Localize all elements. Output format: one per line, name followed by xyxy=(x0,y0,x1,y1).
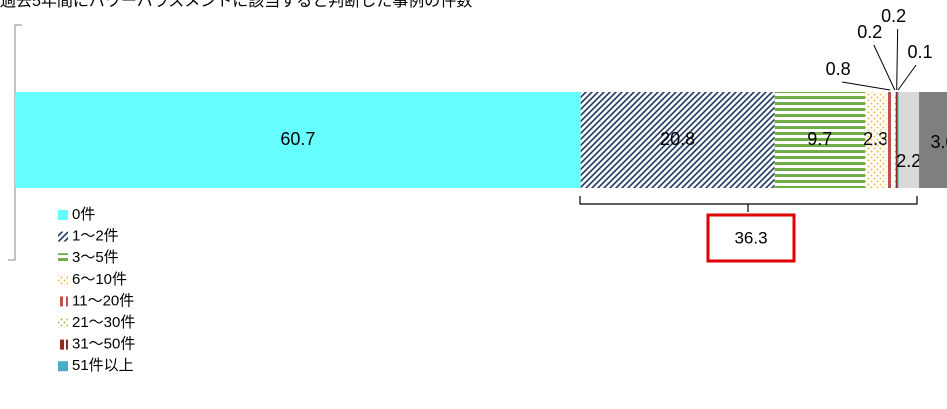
bar-segment xyxy=(774,92,865,188)
legend-label: 51件以上 xyxy=(72,357,134,374)
legend-label: 3〜5件 xyxy=(72,249,119,266)
value-label: 0.8 xyxy=(826,59,851,79)
value-label: 2.3 xyxy=(863,129,888,149)
legend-label: 21〜30件 xyxy=(72,314,135,331)
value-label: 20.8 xyxy=(660,129,695,149)
bar-segment xyxy=(919,92,947,188)
bar-segment xyxy=(580,92,775,188)
legend-swatch xyxy=(58,274,68,285)
value-label: 0.2 xyxy=(881,6,906,26)
legend-label: 1〜2件 xyxy=(72,228,119,245)
value-label: 9.7 xyxy=(807,129,832,149)
bar-segment xyxy=(864,92,887,188)
bar-segment xyxy=(898,92,920,188)
group-bracket xyxy=(579,196,918,212)
legend-swatch xyxy=(58,296,68,307)
chart-title: 過去5年間にパワーハラスメントに該当すると判断した事例の件数 xyxy=(0,0,472,10)
legend-label: 11〜20件 xyxy=(72,292,134,309)
leader-line xyxy=(842,81,891,91)
bar-segment xyxy=(886,92,894,188)
leader-line xyxy=(873,44,896,91)
legend-label: 6〜10件 xyxy=(72,271,127,288)
value-label: 2.2 xyxy=(896,151,921,171)
bar-segment xyxy=(897,92,899,188)
legend-swatch xyxy=(58,361,68,372)
bar-segment xyxy=(895,92,898,188)
legend-label: 0件 xyxy=(72,206,95,223)
bar-segment xyxy=(15,92,581,188)
legend-label: 31〜50件 xyxy=(72,336,135,353)
bar-segment xyxy=(893,92,896,188)
total-box xyxy=(706,213,796,263)
legend-swatch xyxy=(58,210,68,220)
leader-line xyxy=(897,64,917,91)
legend-swatch xyxy=(58,231,68,242)
legend-swatch xyxy=(58,318,68,328)
value-label: 3.0 xyxy=(931,132,947,152)
value-label: 0.1 xyxy=(908,42,933,62)
legend-swatch xyxy=(58,253,68,264)
value-label: 0.2 xyxy=(857,22,882,42)
legend-swatch xyxy=(58,339,68,350)
total-label: 36.3 xyxy=(734,228,767,247)
leader-line xyxy=(896,28,899,91)
value-label: 60.7 xyxy=(280,129,315,149)
